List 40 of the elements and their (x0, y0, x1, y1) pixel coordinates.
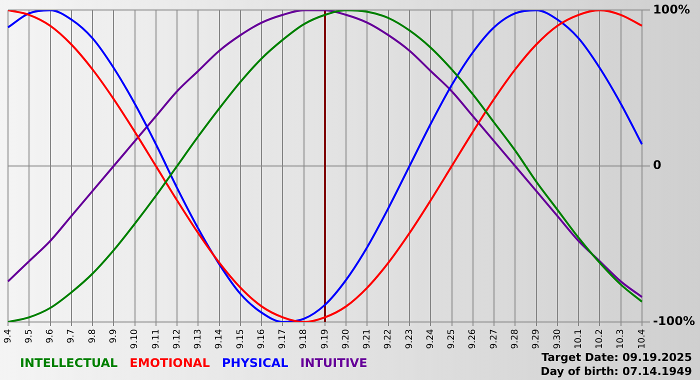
x-tick-label: 9.9 (109, 328, 119, 344)
text: INTUITIVE (300, 356, 368, 370)
x-tick-label: 9.4 (3, 328, 14, 344)
x-tick-label: 9.24 (426, 328, 436, 350)
x-tick-label: 10.4 (637, 328, 648, 350)
text: Day of birth: 07.14.1949 (540, 365, 692, 378)
x-tick-label: 9.6 (46, 328, 56, 344)
x-tick-label: 9.17 (278, 328, 288, 350)
x-tick-label: 9.7 (66, 328, 77, 344)
x-tick-label: 9.11 (151, 328, 162, 350)
y-tick-label: 0 (652, 158, 662, 172)
text: EMOTIONAL (130, 356, 210, 370)
x-tick-label: 10.3 (616, 328, 626, 350)
x-tick-label: 9.13 (194, 328, 204, 350)
x-tick-label: 9.18 (299, 328, 310, 350)
y-tick-label: 100% (652, 2, 690, 16)
x-tick-label: 9.23 (404, 328, 415, 350)
x-tick-label: 9.5 (24, 328, 34, 344)
y-tick-label: -100% (652, 314, 696, 328)
x-tick-label: 9.8 (88, 328, 98, 344)
x-tick-label: 10.2 (595, 328, 606, 350)
x-tick-label: 10.1 (574, 328, 584, 350)
x-tick-label: 9.21 (362, 328, 373, 350)
x-tick-label: 9.20 (341, 328, 352, 350)
text: Target Date: 09.19.2025 (542, 351, 692, 364)
x-tick-label: 9.15 (236, 328, 246, 350)
x-tick-label: 9.10 (130, 328, 140, 350)
text: INTELLECTUAL (20, 356, 118, 370)
x-tick-label: 9.28 (510, 328, 520, 350)
x-tick-label: 9.30 (552, 328, 563, 350)
x-tick-label: 9.12 (172, 328, 182, 350)
text: PHYSICAL (222, 356, 289, 370)
x-tick-label: 9.22 (384, 328, 394, 350)
x-tick-label: 9.25 (447, 328, 458, 350)
x-tick-label: 9.29 (532, 328, 542, 350)
x-tick-label: 9.26 (468, 328, 478, 350)
x-tick-label: 9.27 (489, 328, 500, 350)
x-tick-label: 9.14 (214, 328, 225, 350)
x-tick-label: 9.16 (256, 328, 267, 350)
x-tick-label: 9.19 (320, 328, 330, 350)
